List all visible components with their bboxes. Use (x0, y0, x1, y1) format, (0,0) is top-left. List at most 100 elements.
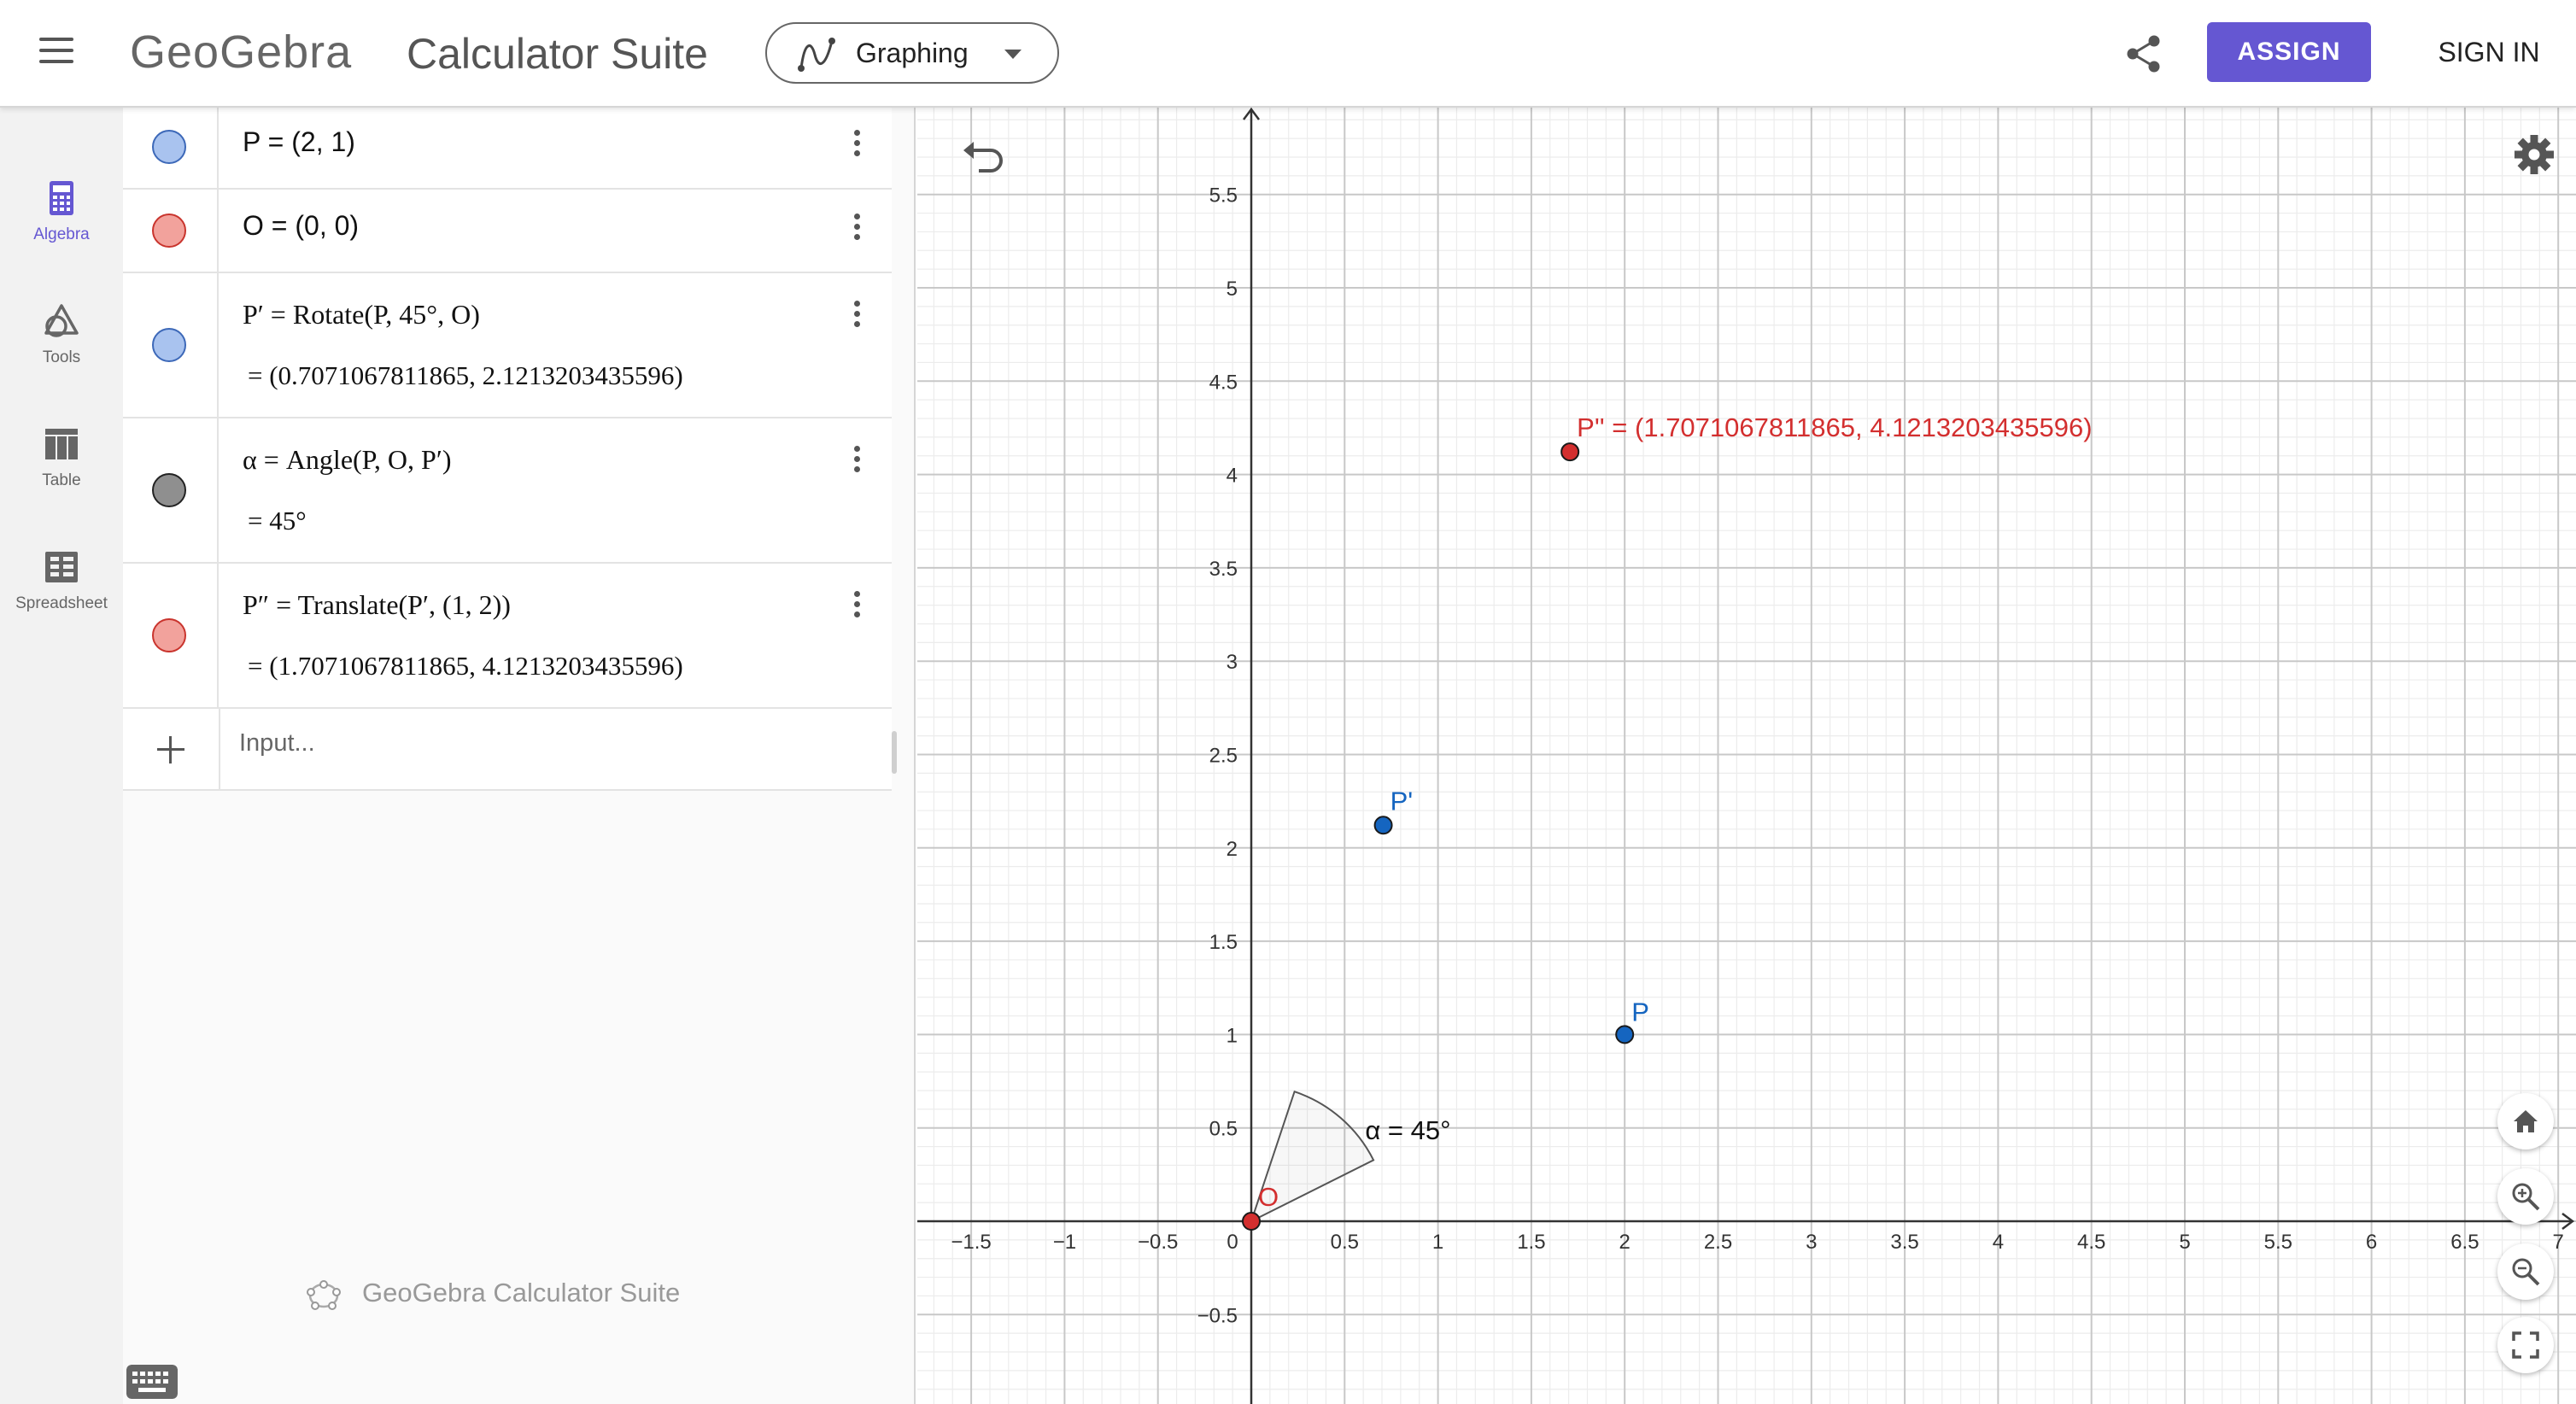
point-P[interactable] (1615, 1025, 1635, 1044)
marble-cell (123, 190, 219, 272)
algebra-row-P-double-prime[interactable]: P″ = Translate(P′, (1, 2)) = (1.70710678… (123, 564, 892, 709)
x-tick-label: 1 (1432, 1231, 1443, 1254)
marble-cell (123, 273, 219, 417)
suite-watermark: GeoGebra Calculator Suite (362, 1278, 681, 1307)
rail-item-spreadsheet[interactable]: Spreadsheet (0, 541, 123, 644)
algebra-definition[interactable]: O = (0, 0) (243, 210, 360, 241)
geogebra-logo: GeoGebra (130, 26, 353, 78)
visibility-toggle[interactable] (152, 214, 186, 248)
panel-resize-handle[interactable] (892, 731, 897, 774)
algebra-row-P-prime[interactable]: P′ = Rotate(P, 45°, O) = (0.707106781186… (123, 273, 892, 418)
undo-icon[interactable] (960, 140, 1004, 174)
hamburger-menu-icon[interactable] (39, 38, 73, 65)
x-tick-label: −1 (1053, 1231, 1076, 1254)
coordinate-plane[interactable]: −1.5 −1 −0.5 0 0.5 1 1.5 2 2.5 3 3.5 4 4.5 5 5.5 6 6.5 7 … (917, 108, 2576, 1404)
add-icon[interactable] (154, 733, 188, 767)
algebra-value: = (1.7071067811865, 4.1213203435596) (248, 651, 683, 681)
top-app-bar: GeoGebra Calculator Suite Graphing ASSIG… (0, 0, 2576, 108)
point-P-prime[interactable] (1373, 816, 1393, 835)
algebra-input[interactable]: Input... (239, 729, 315, 757)
rail-item-algebra[interactable]: Algebra (0, 173, 123, 275)
calculator-icon (50, 181, 73, 215)
algebra-row-alpha[interactable]: α = Angle(P, O, P′) = 45° (123, 418, 892, 564)
x-tick-label: 1.5 (1517, 1231, 1545, 1254)
graphing-icon (798, 38, 835, 72)
algebra-definition[interactable]: P″ = Translate(P′, (1, 2)) (243, 589, 511, 620)
algebra-row-O[interactable]: O = (0, 0) (123, 190, 892, 273)
point-label-P: P (1631, 997, 1649, 1027)
keyboard-icon[interactable] (126, 1365, 178, 1399)
visibility-toggle[interactable] (152, 328, 186, 362)
fullscreen-button[interactable] (2497, 1317, 2554, 1373)
more-options-icon[interactable] (844, 301, 869, 335)
angle-label: α = 45° (1365, 1115, 1450, 1145)
more-options-icon[interactable] (844, 214, 869, 248)
sign-in-button[interactable]: SIGN IN (2438, 37, 2540, 67)
y-axis-tick-labels: 5.5 5 4.5 4 3.5 3 2.5 2 1.5 1 0.5 −0.5 (1197, 184, 1238, 1328)
x-tick-label: 5.5 (2264, 1231, 2292, 1254)
point-label-O: O (1258, 1182, 1279, 1212)
x-tick-label: −0.5 (1138, 1231, 1178, 1254)
geogebra-logo-icon (307, 1280, 341, 1310)
input-cell: Input... (219, 709, 892, 791)
home-icon (2514, 1110, 2538, 1132)
x-tick-label: 3.5 (1890, 1231, 1918, 1254)
x-tick-label: 4 (1993, 1231, 2004, 1254)
visibility-toggle[interactable] (152, 473, 186, 507)
rail-item-label: Spreadsheet (15, 594, 108, 612)
y-tick-label: 1.5 (1209, 931, 1238, 954)
more-options-icon[interactable] (844, 446, 869, 480)
rail-item-label: Tools (42, 348, 81, 366)
home-view-button[interactable] (2497, 1093, 2554, 1150)
x-tick-label: 6 (2366, 1231, 2377, 1254)
app-selector-label: Graphing (856, 38, 969, 68)
zoom-out-button[interactable] (2497, 1243, 2554, 1300)
y-tick-label: −0.5 (1197, 1304, 1238, 1327)
algebra-definition[interactable]: P′ = Rotate(P, 45°, O) (243, 299, 480, 330)
zoom-in-icon (2512, 1183, 2540, 1211)
y-tick-label: 3 (1227, 651, 1238, 674)
x-tick-label: 4.5 (2077, 1231, 2105, 1254)
y-tick-label: 4.5 (1209, 371, 1238, 394)
algebra-row-P[interactable]: P = (2, 1) (123, 108, 892, 190)
y-tick-label: 2.5 (1209, 745, 1238, 768)
visibility-toggle[interactable] (152, 130, 186, 164)
more-options-icon[interactable] (844, 130, 869, 164)
point-O[interactable] (1242, 1212, 1261, 1231)
gear-icon[interactable] (2513, 133, 2556, 176)
share-icon[interactable] (2125, 34, 2163, 73)
visibility-toggle[interactable] (152, 618, 186, 652)
rail-item-table[interactable]: Table (0, 418, 123, 521)
chevron-down-icon (1004, 50, 1022, 59)
angle-sector[interactable] (1250, 1090, 1375, 1223)
x-tick-label: 5 (2179, 1231, 2190, 1254)
app-selector-dropdown[interactable]: Graphing (765, 22, 1059, 84)
marble-cell (123, 418, 219, 562)
algebra-definition[interactable]: α = Angle(P, O, P′) (243, 444, 452, 475)
rail-item-label: Algebra (33, 225, 90, 243)
rail-item-tools[interactable]: Tools (0, 295, 123, 398)
side-navigation-rail: Algebra Tools Table Spreadsheet (0, 108, 123, 1404)
point-label-P-double-prime: P'' = (1.7071067811865, 4.1213203435596) (1577, 412, 2092, 442)
point-label-P-prime: P' (1390, 786, 1414, 816)
assign-button[interactable]: ASSIGN (2207, 22, 2371, 82)
zoom-in-button[interactable] (2497, 1168, 2554, 1225)
suite-title: Calculator Suite (407, 30, 708, 78)
marble-cell (123, 564, 219, 707)
more-options-icon[interactable] (844, 591, 869, 625)
rail-item-label: Table (42, 471, 81, 489)
angle-alpha[interactable]: α = 45° (1250, 1090, 1450, 1223)
x-tick-label: 7 (2553, 1231, 2564, 1254)
x-tick-label: 0 (1227, 1231, 1238, 1254)
y-tick-label: 4 (1227, 465, 1238, 488)
y-tick-label: 0.5 (1209, 1118, 1238, 1141)
algebra-value: = (0.7071067811865, 2.1213203435596) (248, 360, 683, 390)
graphics-view[interactable]: −1.5 −1 −0.5 0 0.5 1 1.5 2 2.5 3 3.5 4 4.5 5 5.5 6 6.5 7 … (917, 108, 2576, 1404)
points[interactable]: P P' P'' = (1.7071067811865, 4.12132034355… (1242, 412, 2093, 1231)
point-P-double-prime[interactable] (1560, 442, 1580, 462)
algebra-definition[interactable]: P = (2, 1) (243, 126, 355, 157)
spreadsheet-icon (45, 552, 78, 582)
y-tick-label: 3.5 (1209, 558, 1238, 581)
x-axis-tick-labels: −1.5 −1 −0.5 0 0.5 1 1.5 2 2.5 3 3.5 4 4.5 5 5.5 6 6.5 7 (951, 1231, 2563, 1254)
x-tick-label: −1.5 (951, 1231, 991, 1254)
